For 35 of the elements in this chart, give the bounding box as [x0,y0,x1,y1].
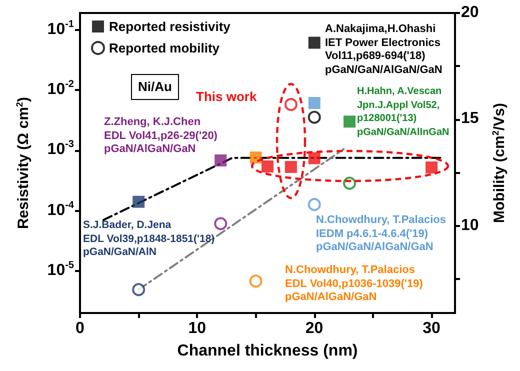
legend-label: Reported mobility [109,40,220,56]
y-axis-title: Resistivity (Ω cm2) [14,96,32,230]
y-tick-label: 10$^{-3}$ [47,139,74,160]
x-axis-title: Channel thickness (nm) [177,342,358,360]
y2-tick-label: 10 [461,216,479,235]
annotation: A.Nakajima,H.Ohashi IET Power Electronics Vol11,p689-694('18) pGaN/GaN/AlGaN/GaN [325,23,442,77]
point [308,97,320,110]
point [250,152,262,164]
annotation: This work [196,89,257,104]
x-tick-label: 0 [76,320,84,338]
point [262,160,274,172]
y2-axis-title: Mobility (cm2/Vs) [490,102,508,224]
x-tick-label: 30 [422,320,440,338]
annotation: Z.Zheng, K.J.Chen EDL Vol41,p26-29('20) pGaN/AlGaN/GaN [104,116,218,156]
point [284,160,297,173]
y-tick-label: 10$^{-1}$ [47,18,74,39]
point [132,196,145,208]
point [344,116,356,128]
y-tick-label: 10$^{-4}$ [47,200,74,220]
x-tick-label: 20 [305,320,324,338]
y2-tick-label: 15 [461,110,479,128]
legend-label: Reported resistivity [109,19,232,34]
y-tick-label: 10$^{-5}$ [47,260,74,280]
annotation: S.J.Bader, D.Jena EDL Vol39,p1848-1851('18) pGaN/GaN/AlN [83,219,215,260]
y-tick-label: 10$^{-2}$ [47,79,74,100]
annotation: H.Hahn, A.Vescan Jpn.J.Appl Vol52, p128001('13) pGaN/GaN/AlInGaN [357,85,450,139]
annotation: N.Chowdhury, T.Palacios IEDM p4.6.1-4.6.4('19) pGaN/GaN/AlGaN/GaN [316,214,446,254]
y2-tick-label: 20 [461,4,479,22]
point [214,154,227,166]
x-tick-label: 10 [188,320,206,338]
point [308,36,320,49]
annotation: N.Chowdhury, T.Palacios EDL Vol40,p1036-1039('19) pGaN/AlGaN/GaN [285,264,423,304]
annotation: Ni/Au [131,74,179,100]
point [426,161,438,174]
point [308,152,320,164]
